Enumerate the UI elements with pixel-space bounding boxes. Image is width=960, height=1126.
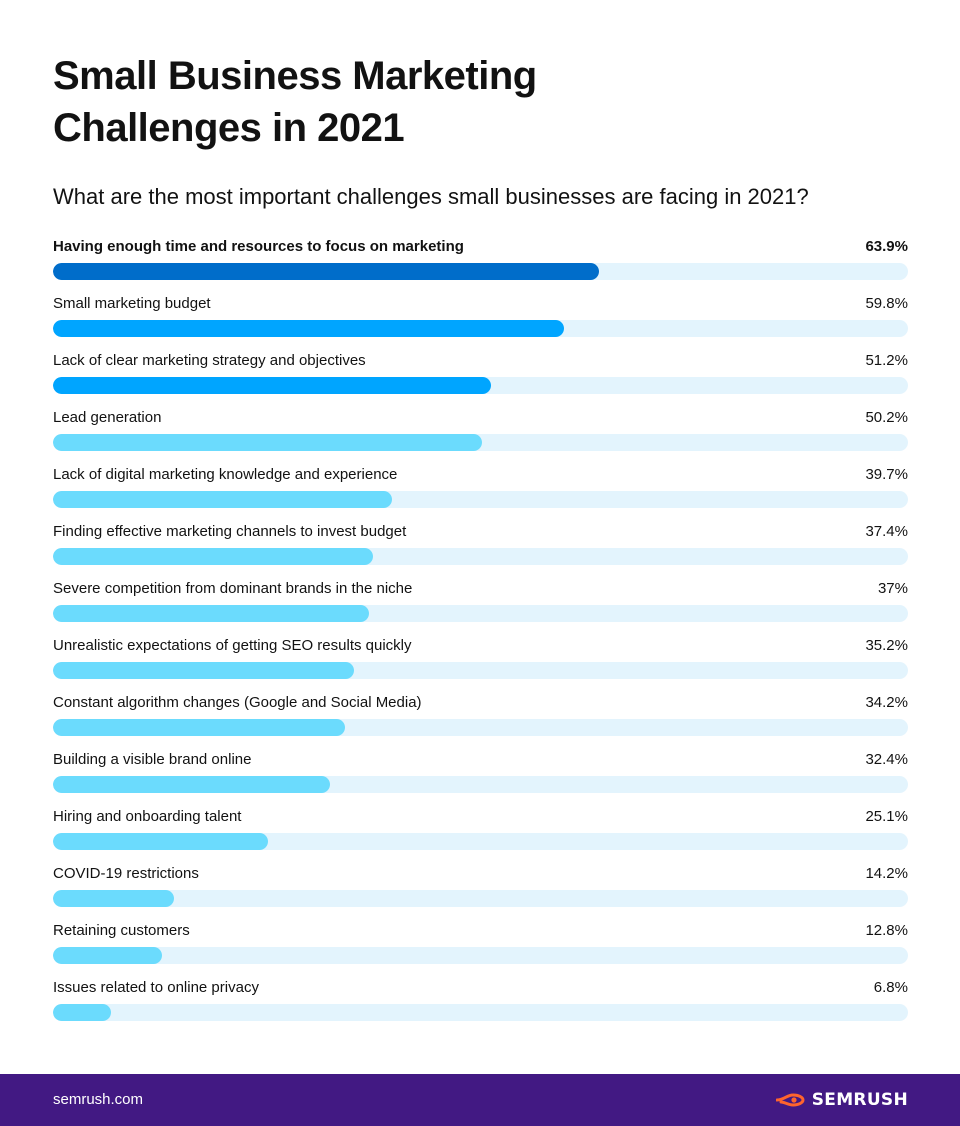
bar-value-label: 37.4% xyxy=(865,523,908,540)
bar-label: Lack of digital marketing knowledge and … xyxy=(53,466,398,483)
bar-label: COVID-19 restrictions xyxy=(53,865,199,882)
bar-row: Hiring and onboarding talent 25.1% xyxy=(53,806,908,863)
bar xyxy=(53,776,330,793)
bar-value-label: 6.8% xyxy=(873,979,908,996)
bar-track xyxy=(53,263,908,280)
bar-chart: Having enough time and resources to focu… xyxy=(53,236,908,1034)
bar-value-label: 12.8% xyxy=(865,922,908,939)
bar-track xyxy=(53,320,908,337)
bar-track xyxy=(53,776,908,793)
bar xyxy=(53,491,392,508)
bar-value-label: 14.2% xyxy=(865,865,908,882)
bar-track xyxy=(53,377,908,394)
bar xyxy=(53,890,174,907)
bar xyxy=(53,719,345,736)
bar xyxy=(53,548,373,565)
bar xyxy=(53,320,564,337)
bar-label: Constant algorithm changes (Google and S… xyxy=(53,694,422,711)
bar-value-label: 63.9% xyxy=(865,238,908,255)
bar-track xyxy=(53,947,908,964)
bar-row: Issues related to online privacy 6.8% xyxy=(53,977,908,1034)
brand-logo[interactable]: SEMRUSH xyxy=(775,1087,908,1113)
bar-row: Unrealistic expectations of getting SEO … xyxy=(53,635,908,692)
chart-subtitle: What are the most important challenges s… xyxy=(53,184,809,209)
semrush-logo-icon xyxy=(775,1093,805,1107)
bar-track xyxy=(53,662,908,679)
footer-bar: semrush.com SEMRUSH xyxy=(0,1074,960,1126)
bar-row: Finding effective marketing channels to … xyxy=(53,521,908,578)
bar-value-label: 39.7% xyxy=(865,466,908,483)
bar-label: Retaining customers xyxy=(53,922,190,939)
bar-label: Lack of clear marketing strategy and obj… xyxy=(53,352,366,369)
bar-value-label: 51.2% xyxy=(865,352,908,369)
bar-track xyxy=(53,548,908,565)
bar-track xyxy=(53,719,908,736)
bar xyxy=(53,947,162,964)
bar-label: Issues related to online privacy xyxy=(53,979,259,996)
bar-value-label: 32.4% xyxy=(865,751,908,768)
bar-track xyxy=(53,491,908,508)
bar-row: Small marketing budget 59.8% xyxy=(53,293,908,350)
bar-row: Constant algorithm changes (Google and S… xyxy=(53,692,908,749)
bar-label: Hiring and onboarding talent xyxy=(53,808,242,825)
bar xyxy=(53,263,599,280)
bar-value-label: 34.2% xyxy=(865,694,908,711)
bar-row: Lead generation 50.2% xyxy=(53,407,908,464)
bar-value-label: 59.8% xyxy=(865,295,908,312)
bar-row: Lack of clear marketing strategy and obj… xyxy=(53,350,908,407)
bar-value-label: 50.2% xyxy=(865,409,908,426)
bar-track xyxy=(53,833,908,850)
bar-track xyxy=(53,434,908,451)
bar-track xyxy=(53,890,908,907)
bar-track xyxy=(53,605,908,622)
bar xyxy=(53,662,354,679)
bar-row: Building a visible brand online 32.4% xyxy=(53,749,908,806)
footer-url[interactable]: semrush.com xyxy=(53,1091,144,1108)
bar-row: Retaining customers 12.8% xyxy=(53,920,908,977)
bar-label: Unrealistic expectations of getting SEO … xyxy=(53,637,412,654)
bar-row: Having enough time and resources to focu… xyxy=(53,236,908,293)
bar-value-label: 37% xyxy=(877,580,908,597)
brand-name: SEMRUSH xyxy=(811,1090,908,1110)
bar-value-label: 35.2% xyxy=(865,637,908,654)
chart-title: Small Business Marketing Challenges in 2… xyxy=(53,54,537,150)
bar-label: Building a visible brand online xyxy=(53,751,252,768)
bar xyxy=(53,1004,111,1021)
bar-row: COVID-19 restrictions 14.2% xyxy=(53,863,908,920)
bar-label: Having enough time and resources to focu… xyxy=(53,238,464,255)
bar xyxy=(53,605,369,622)
bar-row: Severe competition from dominant brands … xyxy=(53,578,908,635)
bar-label: Finding effective marketing channels to … xyxy=(53,523,407,540)
bar xyxy=(53,434,482,451)
bar-label: Small marketing budget xyxy=(53,295,211,312)
bar xyxy=(53,833,268,850)
bar-label: Lead generation xyxy=(53,409,162,426)
bar-row: Lack of digital marketing knowledge and … xyxy=(53,464,908,521)
bar-label: Severe competition from dominant brands … xyxy=(53,580,413,597)
bar-value-label: 25.1% xyxy=(865,808,908,825)
bar xyxy=(53,377,491,394)
bar-track xyxy=(53,1004,908,1021)
